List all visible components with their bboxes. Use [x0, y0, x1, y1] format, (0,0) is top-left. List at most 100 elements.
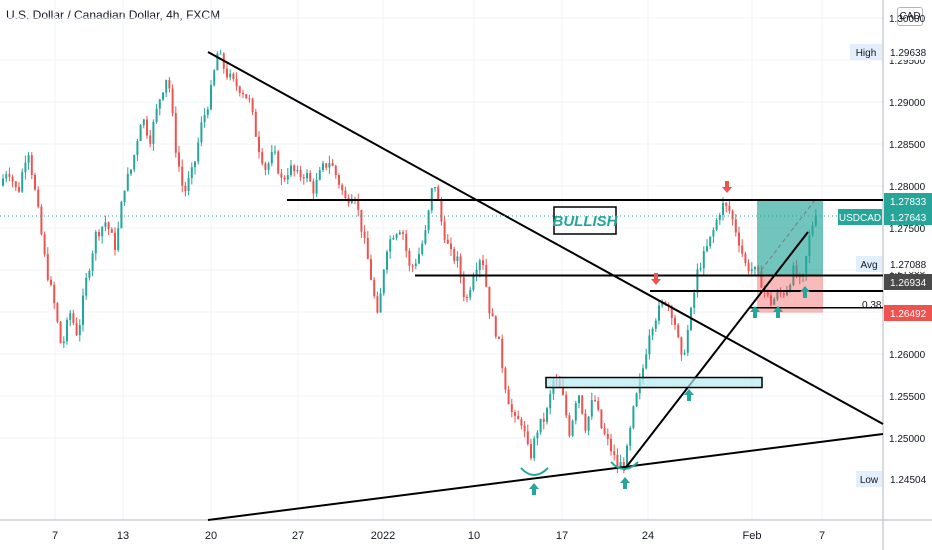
candle	[437, 184, 440, 201]
candle	[565, 391, 568, 419]
candle	[680, 336, 683, 361]
y-tick-label: 1.27500	[889, 224, 926, 235]
candle	[747, 259, 750, 275]
candle	[734, 213, 737, 237]
candle	[702, 246, 705, 276]
candle	[200, 116, 203, 147]
candle	[693, 289, 696, 314]
candle	[5, 170, 8, 183]
candle	[392, 235, 395, 240]
candle	[427, 209, 430, 234]
candle	[645, 348, 648, 370]
candle	[37, 186, 40, 209]
y-tick-label: 1.29000	[889, 98, 926, 109]
candle	[770, 290, 772, 309]
candle	[594, 395, 596, 403]
candle	[677, 323, 680, 339]
candle	[523, 421, 526, 438]
candle	[46, 247, 49, 282]
candle	[165, 79, 168, 98]
candle	[654, 318, 657, 333]
candle	[517, 410, 520, 420]
up-arrow-icon	[800, 286, 810, 298]
candle	[578, 394, 580, 409]
bullish-label-text: BULLISH	[553, 213, 619, 230]
candle	[590, 392, 593, 420]
candle	[178, 145, 180, 172]
candle	[363, 225, 366, 244]
rising-trendline[interactable]	[623, 231, 809, 471]
candle	[88, 268, 91, 281]
candle	[187, 171, 190, 196]
bullish-label[interactable]: BULLISH	[553, 206, 619, 235]
trendlines[interactable]	[207, 51, 884, 521]
candle	[98, 229, 100, 241]
candle	[162, 92, 164, 101]
candle	[238, 85, 241, 97]
candle	[24, 155, 27, 180]
candle	[43, 231, 46, 257]
candle	[158, 98, 161, 116]
candle	[18, 182, 20, 193]
candle	[142, 118, 145, 129]
price-label-name: Avg	[860, 260, 877, 271]
candle	[379, 287, 382, 313]
candle	[520, 416, 523, 430]
candle	[683, 349, 686, 356]
x-tick-label: 17	[556, 530, 568, 542]
currency-badge[interactable]: CAD	[897, 7, 923, 26]
candle	[136, 138, 139, 161]
candle	[731, 209, 734, 226]
price-label: 1.27643 USDCAD	[838, 209, 932, 225]
candle	[750, 262, 753, 277]
candle	[66, 317, 68, 345]
candle	[424, 224, 427, 246]
candle	[709, 236, 712, 249]
candle	[725, 202, 728, 213]
candle	[149, 129, 152, 148]
candle	[370, 254, 372, 281]
candle	[254, 109, 257, 137]
long-position-tool[interactable]	[756, 199, 823, 313]
candle	[408, 248, 411, 272]
candle	[168, 77, 171, 93]
down-arrow-icon	[651, 273, 661, 285]
horizontal-levels[interactable]	[287, 199, 883, 309]
ascending-support-trendline[interactable]	[207, 433, 884, 521]
price-label: 1.27833	[884, 193, 932, 209]
candle	[229, 69, 232, 81]
candle	[334, 164, 337, 179]
candle	[181, 159, 184, 193]
candle	[718, 212, 721, 225]
candle	[226, 63, 228, 80]
candle	[389, 235, 392, 259]
candle	[277, 149, 280, 175]
candle	[197, 137, 200, 165]
candle	[613, 444, 616, 461]
candle	[78, 319, 81, 342]
candle	[146, 115, 148, 139]
up-arrow-icon	[750, 306, 760, 318]
candle	[466, 294, 468, 303]
candle	[130, 169, 132, 176]
descending-resistance-trendline[interactable]	[207, 51, 884, 425]
candle	[597, 397, 600, 412]
candle	[475, 262, 478, 282]
y-tick-label: 1.28000	[889, 182, 926, 193]
y-tick-label: 1.29500	[889, 56, 926, 67]
candle	[722, 197, 724, 221]
candle	[232, 72, 235, 82]
candle	[482, 254, 484, 270]
candle	[584, 409, 587, 434]
candle	[312, 178, 315, 201]
candle	[478, 258, 481, 278]
candle	[382, 268, 385, 296]
candle	[456, 251, 459, 268]
candle	[376, 291, 379, 314]
demand-zone[interactable]	[545, 376, 763, 389]
candle	[488, 286, 491, 320]
candle	[571, 419, 574, 437]
candle	[603, 423, 606, 436]
candle	[110, 227, 113, 233]
